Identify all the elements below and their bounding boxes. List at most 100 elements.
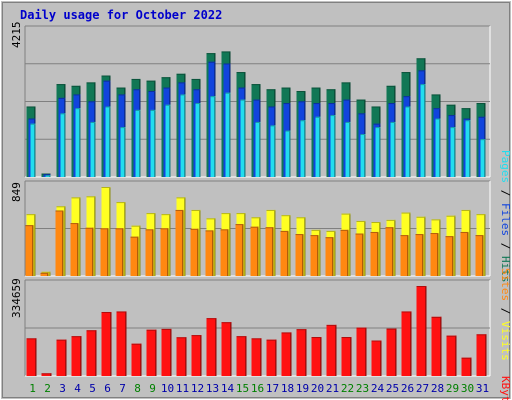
bar-hits-day-20-top: [311, 87, 321, 89]
bar-sites-day-17-top: [265, 227, 274, 229]
bar-hits-day-29-top: [446, 104, 456, 106]
bar-visits-day-15-top: [236, 213, 246, 215]
bar-visits-day-18-top: [281, 215, 291, 217]
bar-kbytes-day-2-body: [41, 373, 52, 376]
bar-sites-day-1-side: [32, 225, 34, 276]
bar-kbytes-day-7-side: [125, 311, 127, 376]
bar-sites-day-23-top: [355, 233, 364, 235]
bar-visits-day-6-top: [101, 187, 111, 188]
bar-kbytes-day-31-body: [476, 334, 487, 376]
bar-pages-day-6: [105, 106, 111, 177]
bar-pages-day-30: [465, 120, 471, 177]
bar-pages-day-29-side: [454, 127, 456, 177]
bar-pages-day-31-body: [480, 139, 486, 177]
bar-sites-day-21-body: [325, 237, 334, 276]
bar-hits-day-23-top: [356, 99, 366, 101]
bar-kbytes-day-20-top: [311, 337, 322, 339]
bar-visits-day-20-side: [319, 229, 321, 276]
bar-pages-day-25: [390, 121, 396, 177]
bar-pages-day-1-top: [30, 123, 36, 125]
bar-kbytes-day-3: [56, 339, 67, 376]
bar-kbytes-day-1-body: [26, 338, 37, 376]
bar-visits-day-14-side: [229, 213, 231, 276]
bar-kbytes-day-23-body: [356, 327, 367, 376]
bar-kbytes-day-11-side: [185, 337, 187, 376]
day-label-2: 2: [44, 382, 51, 395]
bar-sites-day-31-body: [475, 235, 484, 276]
bar-pages-day-8: [135, 109, 141, 177]
bar-pages-day-20: [315, 116, 321, 177]
day-label-26: 26: [401, 382, 414, 395]
bar-pages-day-24-top: [375, 127, 381, 129]
bar-pages-day-9-side: [154, 109, 156, 177]
bar-sites-day-19-body: [295, 234, 304, 276]
bar-sites-day-26-body: [400, 235, 409, 276]
bar-visits-day-27-top: [416, 216, 426, 218]
bar-sites-day-13-body: [205, 230, 214, 276]
bar-sites-day-1-top: [25, 225, 34, 227]
bar-sites-day-2-body: [40, 272, 49, 276]
bar-kbytes-day-27-body: [416, 286, 427, 376]
bar-pages-day-24-body: [375, 127, 381, 177]
kbytes-max-label: 334659: [10, 278, 23, 318]
legend-sep-1: /: [499, 183, 512, 203]
bar-kbytes-day-26: [401, 311, 412, 376]
bar-sites-day-31: [475, 235, 484, 276]
bar-pages-day-24: [375, 127, 381, 177]
bar-pages-day-16-body: [255, 121, 261, 177]
bar-pages-day-19: [300, 120, 306, 177]
bar-hits-day-1-top: [26, 106, 36, 108]
bar-kbytes-day-16-top: [251, 338, 262, 340]
bar-files-day-2-top: [43, 174, 51, 176]
bar-files-day-6-top: [103, 80, 111, 82]
bar-hits-day-30-top: [461, 108, 471, 110]
bar-hits-day-25-top: [386, 85, 396, 87]
bar-files-day-4-top: [73, 94, 81, 96]
bar-pages-day-20-top: [315, 116, 321, 118]
day-label-1: 1: [29, 382, 36, 395]
bar-sites-day-16-top: [250, 226, 259, 228]
bar-hits-day-7-top: [116, 87, 126, 89]
bar-kbytes-day-15-body: [236, 336, 247, 376]
bar-pages-day-15: [240, 99, 246, 177]
day-label-16: 16: [251, 382, 264, 395]
day-label-4: 4: [74, 382, 81, 395]
bar-pages-day-30-body: [465, 120, 471, 177]
bar-pages-day-21-side: [334, 115, 336, 177]
bar-kbytes-day-13-top: [206, 318, 217, 320]
bar-visits-day-15-side: [244, 213, 246, 276]
bar-kbytes-day-10-body: [161, 328, 172, 376]
bar-visits-day-4-top: [71, 197, 81, 199]
bar-files-day-14-top: [223, 63, 231, 65]
bar-kbytes-day-16-body: [251, 338, 262, 376]
bar-kbytes-day-4-side: [80, 336, 82, 376]
bar-pages-day-27: [420, 84, 426, 177]
bar-sites-day-18: [280, 230, 289, 276]
bar-sites-day-14: [220, 229, 229, 276]
bar-pages-day-7-body: [120, 127, 126, 177]
bar-hits-day-12-top: [191, 78, 201, 80]
bar-kbytes-day-30-side: [470, 357, 472, 376]
bar-pages-day-19-top: [300, 120, 306, 122]
bar-kbytes-day-12-top: [191, 335, 202, 337]
bar-hits-day-24-top: [371, 106, 381, 108]
bar-sites-day-4: [70, 223, 79, 276]
bar-pages-day-19-body: [300, 120, 306, 177]
bar-visits-day-26-top: [401, 212, 411, 214]
bar-sites-day-30: [460, 231, 469, 276]
bar-pages-day-1-side: [34, 123, 36, 177]
bar-sites-day-17: [265, 227, 274, 276]
bar-pages-day-23-top: [360, 133, 366, 135]
bar-hits-day-8-top: [131, 78, 141, 80]
bar-sites-day-3-side: [62, 210, 64, 276]
day-label-31: 31: [476, 382, 489, 395]
bar-visits-day-21-side: [334, 230, 336, 276]
bar-sites-day-9-side: [152, 229, 154, 276]
bar-visits-day-9-top: [146, 213, 156, 215]
bar-sites-day-13-top: [205, 230, 214, 232]
bar-sites-day-11-top: [175, 209, 184, 211]
bar-visits-day-23-top: [356, 220, 366, 222]
bar-files-day-3-top: [58, 97, 66, 99]
bar-kbytes-day-3-body: [56, 339, 67, 376]
bar-pages-day-17-top: [270, 125, 276, 127]
